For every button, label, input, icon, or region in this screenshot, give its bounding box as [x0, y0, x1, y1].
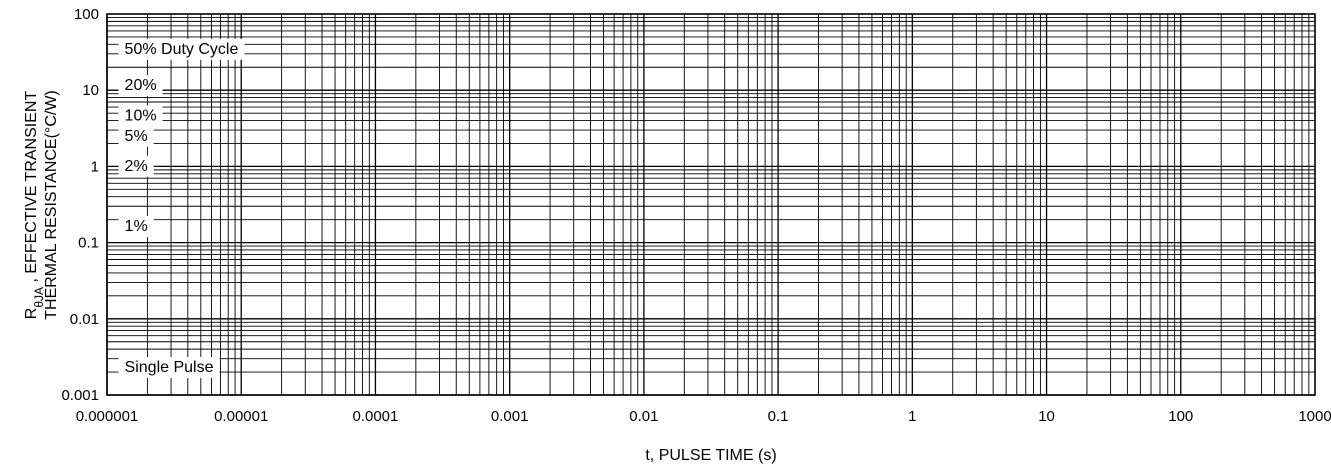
y-tick-label: 10	[82, 82, 99, 99]
x-tick-labels: 0.000001 0.00001 0.0001 0.001 0.01 0.1 1 10 100 1…	[76, 408, 1331, 425]
series-label-background	[118, 38, 245, 60]
series-label-text: 2%	[125, 158, 148, 175]
x-tick-label: 0.00001	[214, 408, 268, 425]
x-tick-label: 10	[1038, 408, 1055, 425]
x-tick-label: 0.001	[491, 408, 529, 425]
series-label: 1%	[118, 216, 154, 238]
series-labels: 50% Duty Cycle 20% 10% 5% 2% 1% Single Pulse	[118, 38, 245, 379]
y-axis-title-prefix: R	[23, 308, 40, 320]
series-label-text: 1%	[125, 218, 148, 235]
x-tick-label: 0.01	[629, 408, 658, 425]
y-tick-label: 0.1	[78, 235, 99, 252]
x-tick-label: 1	[908, 408, 916, 425]
y-tick-labels: 100 10 1 0.1 0.01 0.001	[61, 6, 99, 404]
grid-lines	[106, 14, 1315, 396]
series-label: 5%	[118, 125, 154, 147]
series-label-text: 20%	[125, 77, 157, 94]
series-label-background	[118, 216, 154, 238]
y-axis-title-line2: THERMAL RESISTANCE(°C/W)	[43, 90, 60, 320]
series-label-background	[118, 357, 220, 379]
series-label: Single Pulse	[118, 357, 220, 379]
plot-frame	[106, 13, 1316, 396]
x-tick-label: 0.0001	[352, 408, 398, 425]
y-tick-label: 100	[74, 6, 99, 23]
series-label-text: Single Pulse	[125, 359, 214, 376]
y-axis-title-subscript: θJA	[32, 287, 46, 308]
series-label: 50% Duty Cycle	[118, 38, 245, 60]
y-axis-title-suffix: , EFFECTIVE TRANSIENT	[23, 91, 40, 287]
series-label-text: 10%	[125, 107, 157, 124]
x-tick-label: 0.000001	[76, 408, 139, 425]
series-label-text: 5%	[125, 128, 148, 145]
series-label-background	[118, 105, 163, 127]
series-label: 2%	[118, 155, 154, 177]
y-tick-label: 0.01	[70, 311, 99, 328]
series-label-background	[118, 75, 163, 97]
x-tick-label: 0.1	[768, 408, 789, 425]
series-label-background	[118, 125, 154, 147]
y-tick-label: 0.001	[61, 387, 99, 404]
series-label-text: 50% Duty Cycle	[125, 41, 239, 58]
series-label-background	[118, 155, 154, 177]
y-axis-title-line1: RθJA , EFFECTIVE TRANSIENT	[23, 91, 46, 320]
series-label: 20%	[118, 75, 163, 97]
series-label: 10%	[118, 105, 163, 127]
x-tick-label: 1000	[1298, 408, 1331, 425]
y-tick-label: 1	[91, 158, 99, 175]
x-tick-label: 100	[1168, 408, 1193, 425]
x-axis-title: t, PULSE TIME (s)	[645, 447, 776, 464]
